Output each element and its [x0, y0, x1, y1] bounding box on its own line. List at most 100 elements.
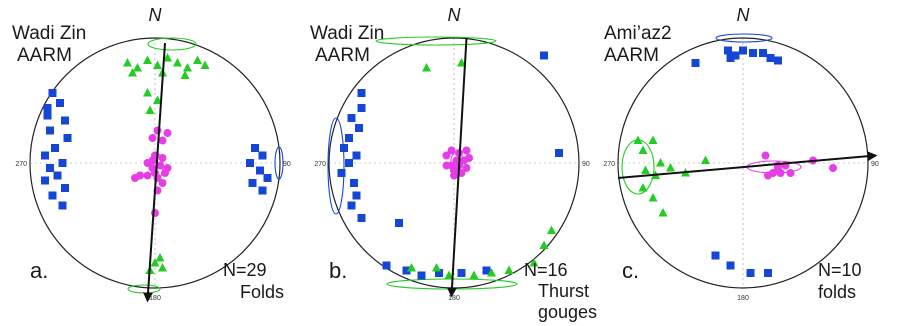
kmax-square-marker — [726, 261, 735, 270]
kmax-square-marker — [555, 149, 563, 157]
kmax-square-marker — [435, 269, 443, 277]
kmax-square-marker — [258, 186, 267, 195]
kint-triangle-marker — [128, 68, 137, 77]
kmax-square-marker — [395, 219, 403, 227]
kmax-square-marker — [48, 191, 57, 200]
kint-triangle-marker — [641, 165, 650, 174]
panel-c-tick-180: 180 — [737, 295, 749, 302]
panel-b-confidence-ellipses — [327, 36, 518, 290]
kmax-square-marker — [540, 51, 548, 60]
kmin-dot-marker — [158, 179, 167, 187]
kmax-square-marker — [417, 271, 426, 280]
kint-triangle-marker — [123, 58, 132, 67]
kint-triangle-marker — [422, 63, 431, 72]
kmax-square-marker — [724, 46, 732, 55]
panel-c-sample-type: folds — [818, 282, 856, 302]
panel-a-letter: a. — [30, 258, 48, 283]
kmax-ellipse-west — [327, 117, 345, 215]
kmax-square-marker — [746, 269, 755, 277]
kmin-dot-marker — [131, 174, 139, 182]
kint-triangle-marker — [173, 58, 182, 67]
panel-a-tick-180: 180 — [149, 295, 161, 302]
panel-b-count: N=16 — [524, 260, 568, 280]
kint-triangle-marker — [145, 105, 155, 114]
kint-triangle-marker — [407, 263, 416, 272]
kmin-dot-marker — [829, 164, 837, 172]
kmin-dot-marker — [465, 154, 473, 162]
panel-b-lineation-arrow — [446, 37, 468, 298]
panel-a-lineation-arrow — [143, 42, 166, 303]
kmin-dot-marker — [163, 129, 172, 137]
panel-b-site-name: Wadi Zin — [310, 23, 384, 44]
kmax-square-marker — [352, 191, 361, 200]
kmax-square-marker — [43, 111, 52, 120]
panel-c-method: AARM — [604, 45, 659, 66]
panel-a-tick-270: 270 — [15, 161, 27, 168]
kint-triangle-marker — [648, 135, 658, 144]
kmin-dot-marker — [151, 209, 159, 217]
kmax-square-marker — [58, 201, 67, 210]
panel-b-data-points — [337, 51, 563, 280]
panel-c-lineation-arrow — [617, 151, 878, 179]
kmax-square-marker — [337, 169, 346, 177]
kmax-square-marker — [749, 49, 757, 57]
kmax-square-marker — [739, 46, 747, 55]
kint-ellipse-south — [127, 284, 161, 294]
panel-a-tick-90: 90 — [283, 161, 291, 168]
panel-c-letter: c. — [622, 258, 639, 283]
kmin-dot-marker — [153, 126, 162, 135]
kmin-dot-marker — [161, 169, 169, 177]
panel-a-primitive-circle — [29, 37, 281, 289]
panel-b-sample-type-2: gouges — [538, 302, 597, 322]
panel-b-tick-270: 270 — [314, 161, 326, 168]
kmax-square-marker — [347, 114, 356, 122]
kint-triangle-marker — [200, 60, 210, 69]
kmax-square-marker — [61, 184, 69, 192]
kmin-dot-marker — [761, 151, 770, 160]
kmax-square-marker — [256, 166, 264, 175]
kmax-square-marker — [58, 159, 67, 167]
kmax-square-marker — [726, 54, 735, 62]
kmax-square-marker — [764, 269, 772, 277]
kint-triangle-marker — [143, 55, 152, 64]
kmax-square-marker — [41, 151, 49, 160]
kmax-square-marker — [345, 134, 353, 142]
kmax-square-marker — [43, 104, 52, 112]
kint-triangle-marker — [487, 268, 496, 277]
kint-triangle-marker — [638, 183, 648, 192]
kmin-dot-marker — [786, 169, 795, 177]
panel-a-count: N=29 — [223, 260, 267, 280]
kmax-ellipse-north — [715, 33, 773, 43]
kmax-square-marker — [357, 104, 366, 112]
kint-triangle-marker — [432, 263, 441, 272]
kmax-square-marker — [61, 116, 69, 125]
kmin-dot-marker — [774, 164, 782, 172]
kmax-square-marker — [711, 251, 720, 260]
kint-triangle-marker — [163, 53, 172, 62]
kmax-square-marker — [46, 164, 54, 172]
kmin-dot-marker — [450, 171, 458, 180]
kmax-square-marker — [382, 261, 391, 270]
panel-a-north-label: N — [149, 5, 163, 25]
kint-triangle-marker — [648, 193, 658, 202]
kint-triangle-marker — [656, 158, 665, 167]
kmax-square-marker — [774, 56, 782, 65]
kint-triangle-marker — [539, 240, 549, 249]
kmax-square-marker — [246, 159, 254, 167]
kint-triangle-marker — [666, 163, 675, 172]
kmax-square-marker — [48, 89, 57, 97]
kmin-dot-marker — [156, 161, 164, 170]
panel-b-letter: b. — [329, 258, 347, 283]
panel-c-tick-90: 90 — [871, 161, 879, 168]
kint-triangle-marker — [183, 63, 192, 72]
kmax-square-marker — [248, 179, 257, 187]
kint-triangle-marker — [469, 270, 479, 279]
kint-ellipse-west — [621, 139, 655, 195]
panel-c: N Ami’az2 AARM 90 180 270 c. N=10 folds — [603, 5, 879, 302]
kmax-square-marker — [350, 179, 358, 187]
kmax-square-marker — [731, 51, 740, 60]
kint-triangle-marker — [150, 258, 160, 267]
kmin-dot-marker — [764, 171, 772, 180]
kint-triangle-marker — [153, 95, 162, 104]
